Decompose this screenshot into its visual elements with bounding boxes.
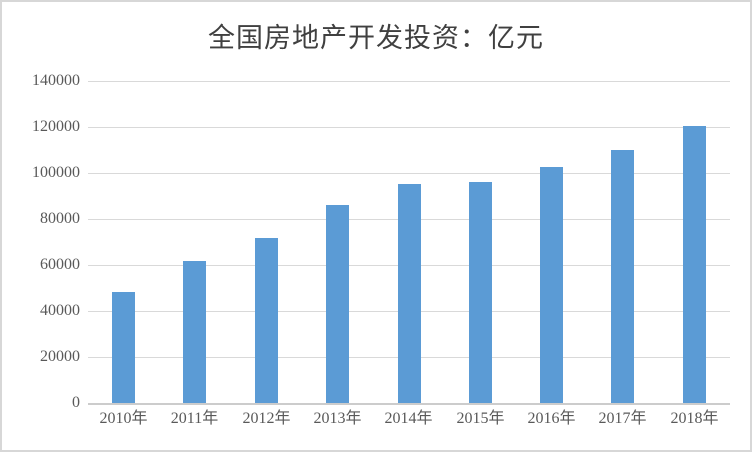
- bar-2014年: [398, 184, 421, 403]
- y-axis-tick-label: 60000: [40, 256, 80, 273]
- bar-2016年: [540, 167, 563, 403]
- bar-2017年: [611, 150, 634, 403]
- gridline: [88, 173, 730, 174]
- x-axis-tick-label: 2014年: [384, 410, 433, 427]
- y-axis-tick-label: 80000: [40, 210, 80, 227]
- x-axis-tick-label: 2017年: [598, 410, 647, 427]
- x-axis-tick-label: 2013年: [313, 410, 362, 427]
- x-axis-tick-label: 2012年: [242, 410, 291, 427]
- x-axis-tick-label: 2018年: [670, 410, 719, 427]
- chart-title: 全国房地产开发投资：亿元: [208, 23, 544, 53]
- bar-2011年: [183, 261, 206, 403]
- x-axis-tick-label: 2015年: [456, 410, 505, 427]
- y-axis-tick-label: 120000: [32, 118, 80, 135]
- x-axis-tick-label: 2010年: [99, 410, 148, 427]
- x-axis-line: [88, 403, 730, 405]
- y-axis-tick-label: 140000: [32, 72, 80, 89]
- y-axis-tick-label: 20000: [40, 348, 80, 365]
- bar-2013年: [326, 205, 349, 403]
- y-axis-tick-label: 40000: [40, 302, 80, 319]
- y-axis-tick-label: 0: [72, 394, 80, 411]
- bar-2012年: [255, 238, 278, 403]
- x-axis-tick-label: 2011年: [170, 410, 219, 427]
- bar-2018年: [683, 126, 706, 403]
- gridline: [88, 127, 730, 128]
- gridline: [88, 81, 730, 82]
- bar-2010年: [112, 292, 135, 403]
- y-axis-tick-label: 100000: [32, 164, 80, 181]
- x-axis-tick-label: 2016年: [527, 410, 576, 427]
- bar-2015年: [469, 182, 492, 403]
